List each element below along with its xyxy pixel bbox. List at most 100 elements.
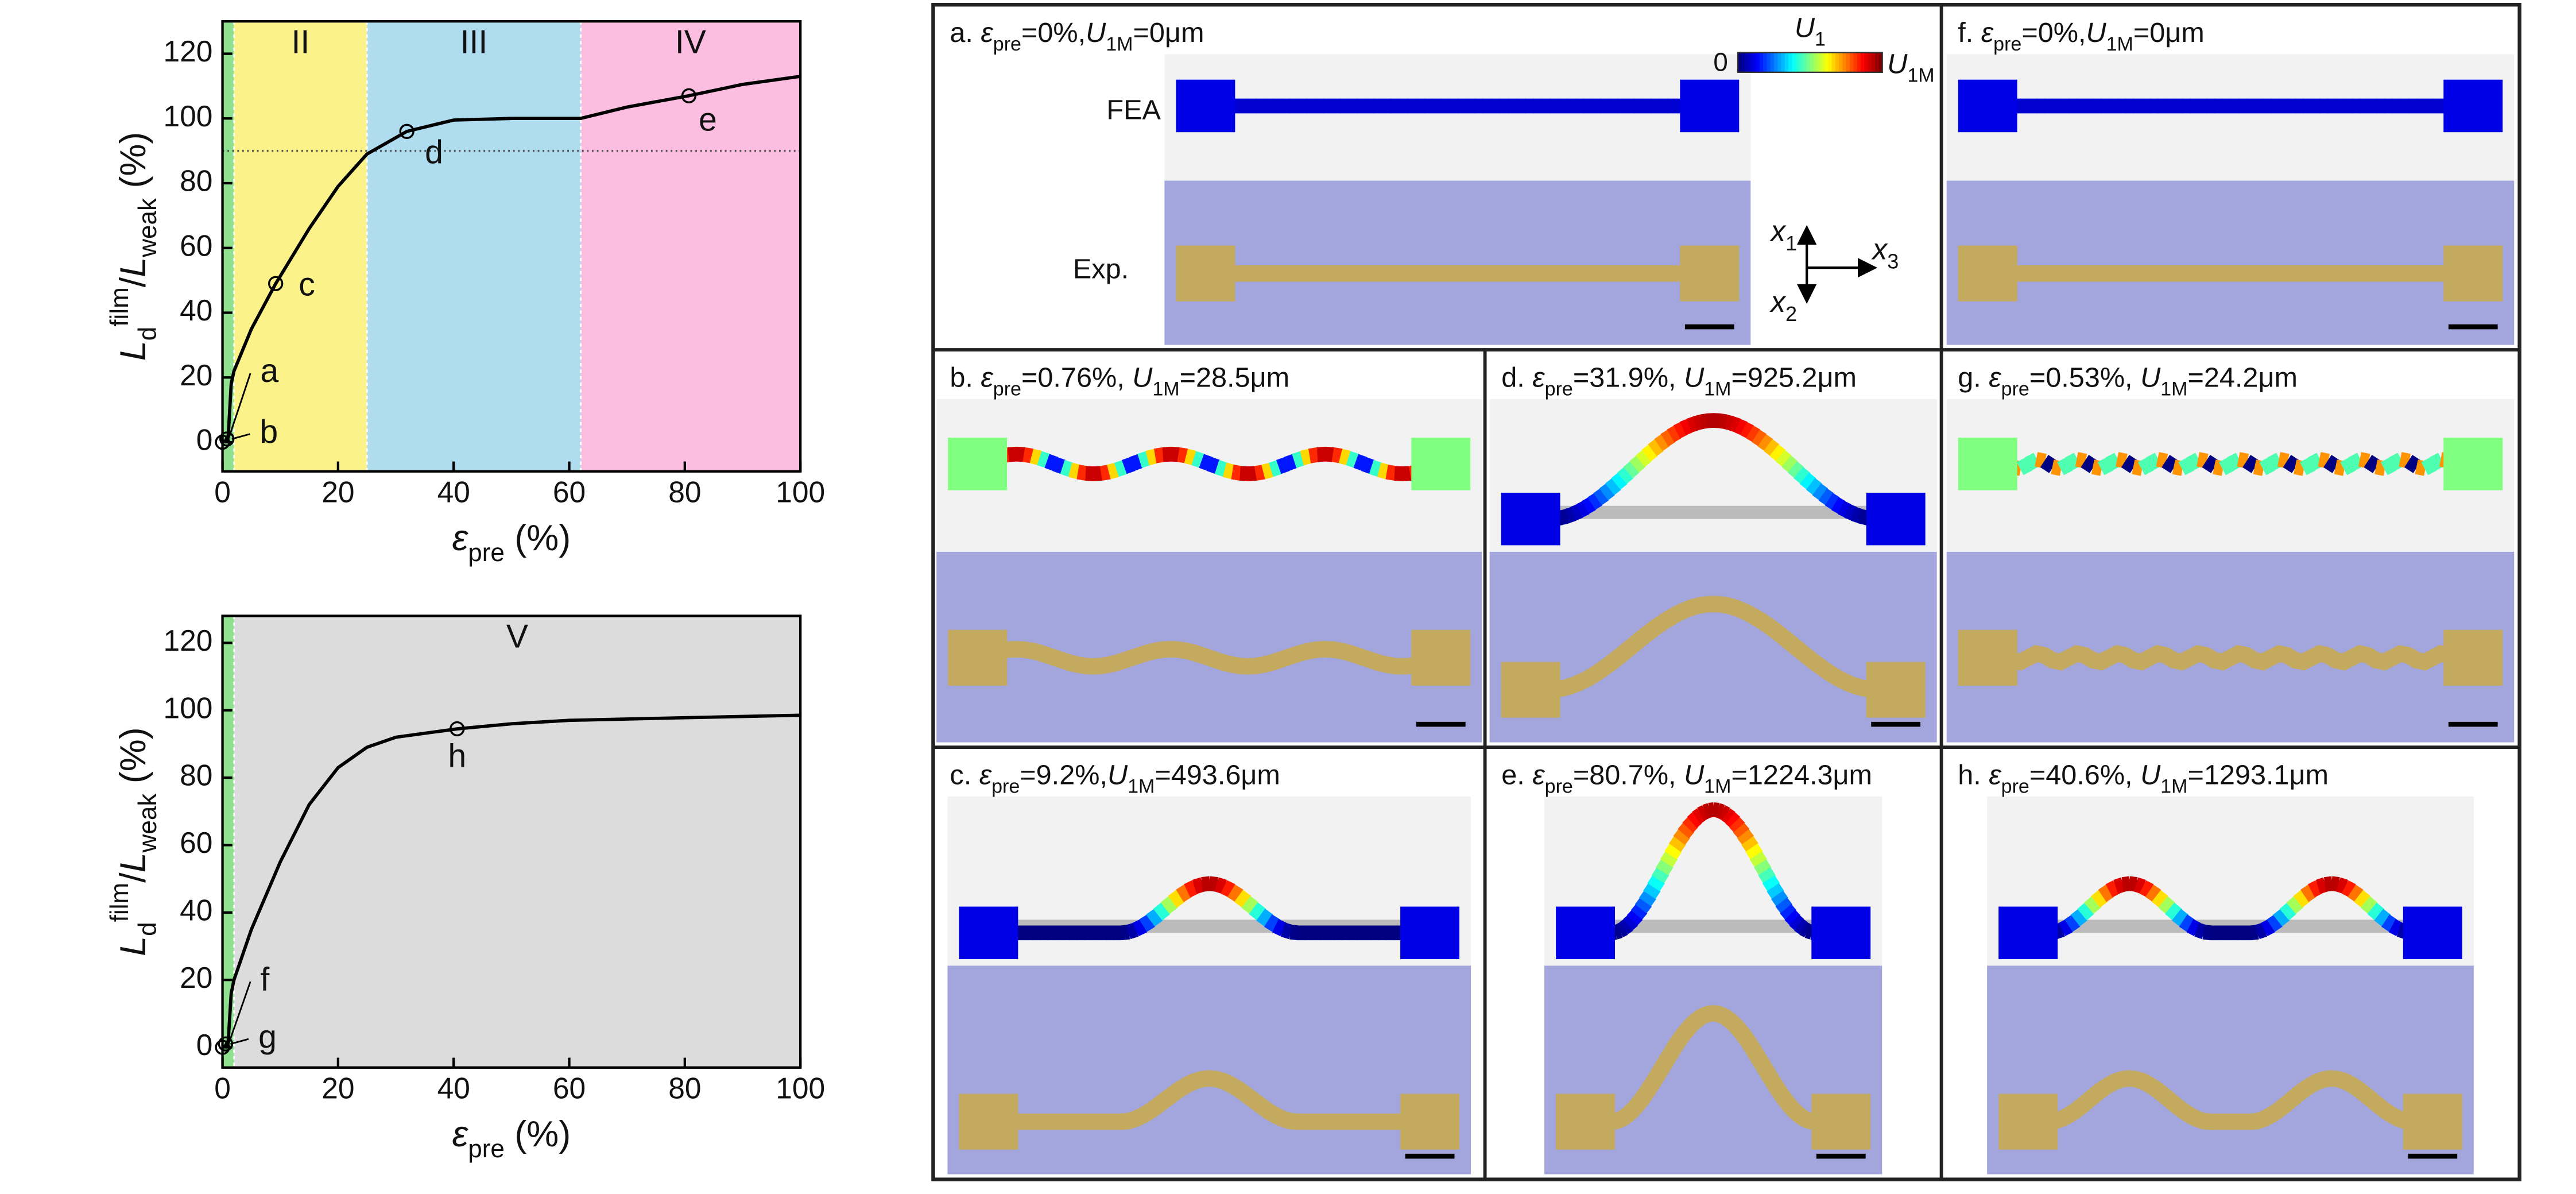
text-run: (%) (113, 727, 153, 793)
fea-strip (1722, 808, 1736, 824)
x-tick-label: 60 (553, 475, 586, 508)
fea-strip (2113, 877, 2126, 894)
text-run: f. (1958, 17, 1981, 48)
fea-strip (1718, 805, 1730, 821)
fea-strip (1300, 449, 1312, 466)
subscript: 1M (1907, 64, 1934, 86)
text-run: =925.2μm (1731, 362, 1857, 393)
text-run: b. (950, 362, 981, 393)
fea-strip (2121, 455, 2139, 473)
colorbar-segment (1878, 52, 1883, 72)
fea-strip (1146, 909, 1163, 927)
fea-strip (2286, 896, 2304, 914)
text-run: / (113, 277, 153, 287)
subscript: pre (1993, 33, 2021, 55)
fea-strip (2348, 453, 2364, 471)
fea-strip (2194, 922, 2207, 940)
text-run: =0%, (2021, 17, 2086, 48)
fea-strip (1769, 444, 1786, 462)
fea-strip (2035, 452, 2047, 469)
fea-strip (1176, 884, 1192, 902)
fea-strip (2040, 455, 2058, 473)
fea-strip (1377, 462, 1390, 480)
fea-strip (1394, 466, 1404, 481)
fea-strip (1767, 883, 1784, 899)
y-tick-label: 40 (180, 293, 212, 327)
fea-strip (2179, 914, 2195, 932)
italic-run: ε (452, 517, 469, 558)
fea-strip (1630, 904, 1648, 920)
y-tick-label: 80 (180, 759, 212, 792)
italic-run: x (1871, 232, 1889, 265)
photo-strip (2028, 1070, 2433, 1130)
italic-run: U (1132, 362, 1153, 393)
photo-pad (1958, 245, 2017, 302)
italic-run: ε (1981, 17, 1994, 48)
text-run: =0μm (1133, 17, 1204, 48)
italic-run: ε (452, 1114, 469, 1154)
fea-strip (2381, 914, 2397, 932)
fea-strip (1700, 413, 1709, 430)
fea-strip (2242, 455, 2260, 473)
subscript: 1M (1106, 33, 1133, 55)
fea-pad (1958, 438, 2017, 490)
region-label: II (292, 24, 310, 60)
fea-strip (1060, 459, 1074, 477)
marker-label: c (299, 266, 315, 303)
subscript: 1M (1704, 776, 1731, 798)
text-run: d. (1501, 362, 1532, 393)
fea-strip (1107, 462, 1120, 480)
italic-run: U (1795, 12, 1815, 43)
panel-label: a. εpre=0%,U1M=0μm (950, 17, 1204, 55)
panel-label: b. εpre=0.76%, U1M=28.5μm (950, 362, 1289, 400)
fea-strip (1752, 430, 1767, 447)
text-run: =0%, (1021, 17, 1086, 48)
fea-strip (2065, 453, 2081, 471)
italic-run: ε (981, 362, 993, 393)
fea-strip (2161, 455, 2179, 473)
fea-strip (1160, 896, 1178, 914)
fea-background (1946, 399, 2515, 552)
fea-strip (1857, 508, 1868, 525)
text-run: =40.6%, (2029, 759, 2140, 790)
x-tick-label: 100 (776, 475, 825, 508)
fea-strip (2421, 457, 2437, 476)
colorbar-segment (1824, 52, 1829, 72)
y-tick-label: 120 (164, 34, 213, 68)
axis-label: x1 (1769, 214, 1797, 255)
fea-strip (1120, 925, 1130, 941)
fea-strip (1346, 451, 1359, 468)
fea-strip (1737, 829, 1754, 845)
text-run: (%) (505, 517, 571, 558)
fea-strip (1771, 890, 1788, 907)
fea-strip (1284, 454, 1297, 471)
fea-strip (1784, 910, 1800, 926)
marker-label: g (258, 1018, 277, 1055)
text-run: e. (1501, 759, 1532, 790)
fea-strip (1718, 413, 1727, 430)
fea-strip (2360, 896, 2378, 914)
italic-run: U (1107, 759, 1128, 790)
subscript: 1M (1152, 378, 1179, 400)
fea-strip (1239, 466, 1249, 481)
fea-background (1164, 54, 1751, 181)
fea-strip (1682, 817, 1698, 833)
fea-strip (1338, 449, 1351, 466)
fea-strip (1626, 910, 1643, 926)
photo-pad (1501, 662, 1560, 718)
fea-strip (2300, 884, 2317, 902)
fea-strip (1576, 501, 1590, 518)
marker-label: d (425, 134, 443, 171)
fea-strip (1289, 925, 1299, 941)
fea-strip (1385, 465, 1397, 481)
fea-strip (1800, 472, 1816, 490)
fea-strip (1076, 465, 1088, 481)
fea-pad (1811, 906, 1871, 960)
fea-strip (1641, 444, 1658, 462)
y-tick-label: 100 (164, 691, 213, 724)
subscript: pre (468, 1135, 505, 1163)
region-label: V (506, 619, 528, 655)
region (234, 616, 801, 1068)
colorbar-segment (1806, 52, 1811, 72)
fea-strip (2172, 459, 2184, 476)
